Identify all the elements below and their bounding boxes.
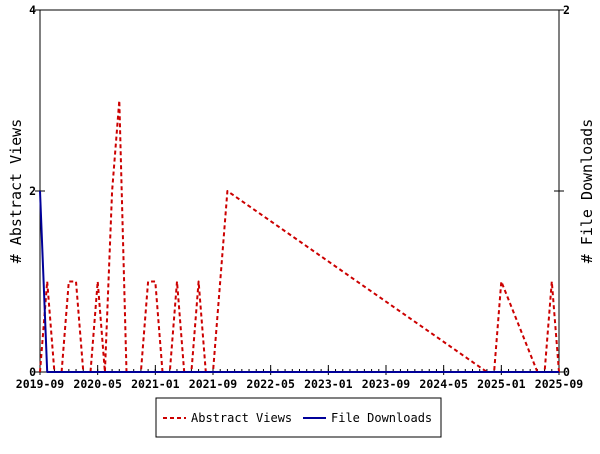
x-tick-label: 2019-09: [16, 377, 65, 391]
legend-label-abstract-views: Abstract Views: [191, 411, 292, 425]
y-right-tick-label: 0: [563, 365, 570, 379]
x-tick-label: 2022-05: [246, 377, 295, 391]
x-tick-label: 2021-09: [189, 377, 238, 391]
y-right-axis-label: # File Downloads: [578, 119, 596, 264]
y-right-tick-label: 2: [563, 3, 570, 17]
x-tick-label: 2025-01: [477, 377, 526, 391]
x-tick-label: 2023-09: [362, 377, 411, 391]
y-left-tick-label: 2: [29, 184, 36, 198]
legend-box: [155, 397, 442, 438]
series-layer: [39, 99, 560, 373]
x-axis-ticks: 2019-09 2020-05 2021-01 2021-09 2022-05 2023-…: [16, 365, 584, 391]
x-tick-label: 2023-01: [304, 377, 353, 391]
x-tick-label: 2025-09: [535, 377, 584, 391]
plot-area: [39, 9, 560, 373]
y-left-tick-label: 4: [29, 3, 36, 17]
y-left-axis-label: # Abstract Views: [7, 119, 25, 264]
y-left-tick-label: 0: [29, 365, 36, 379]
x-tick-label: 2020-05: [73, 377, 122, 391]
legend: Abstract Views File Downloads: [155, 397, 442, 438]
x-tick-label: 2021-01: [131, 377, 180, 391]
series-line-file-downloads: [39, 190, 559, 373]
legend-label-file-downloads: File Downloads: [331, 411, 432, 425]
x-tick-label: 2024-05: [419, 377, 468, 391]
